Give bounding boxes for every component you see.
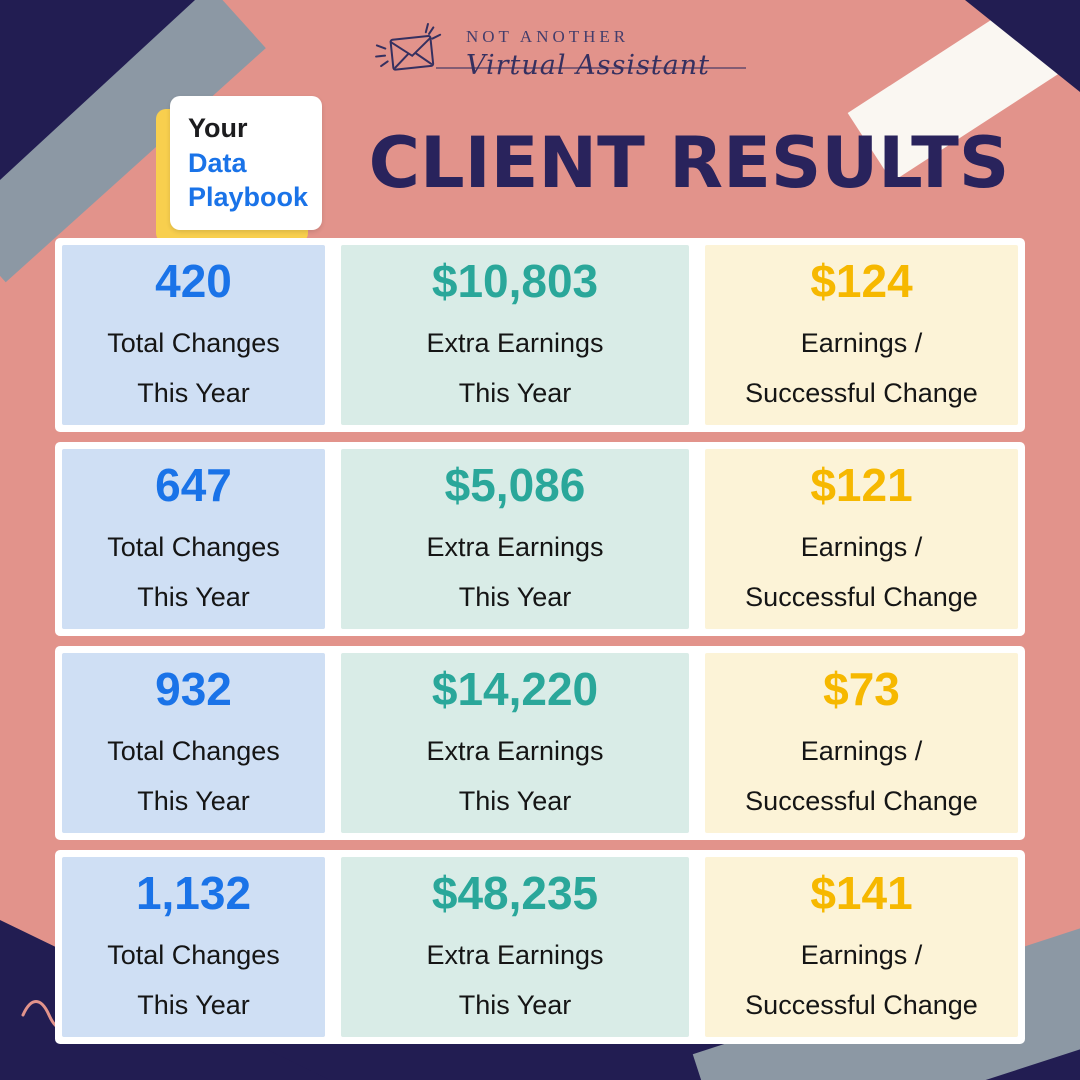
metric-label-line1: Total Changes xyxy=(107,531,280,562)
metric-card-earnings-per-change: $73 Earnings / Successful Change xyxy=(705,653,1018,833)
metric-label-line1: Earnings / xyxy=(800,939,923,970)
metric-label-line1: Earnings / xyxy=(800,735,923,766)
metric-card-extra-earnings: $10,803 Extra Earnings This Year xyxy=(341,245,689,425)
metric-label-line1: Total Changes xyxy=(107,939,280,970)
metric-value: 932 xyxy=(155,662,232,715)
metric-label-line1: Extra Earnings xyxy=(426,939,604,970)
logo-text: NOT ANOTHER Virtual Assistant xyxy=(435,27,747,81)
metric-label-line2: This Year xyxy=(458,582,572,612)
metric-card-total-changes: 420 Total Changes This Year xyxy=(62,245,325,425)
metric-label-line1: Total Changes xyxy=(107,735,280,766)
metric-label-line2: This Year xyxy=(458,990,572,1020)
metric-card-earnings-per-change: $124 Earnings / Successful Change xyxy=(705,245,1018,425)
badge-card: Your Data Playbook xyxy=(170,96,322,230)
metric-label-line2: Successful Change xyxy=(745,378,978,408)
metric-label-line2: This Year xyxy=(458,378,572,408)
metric-value: $48,235 xyxy=(431,866,599,919)
logo-name-top: NOT ANOTHER xyxy=(465,27,630,46)
metric-label-line2: This Year xyxy=(137,990,250,1020)
metric-label-line2: This Year xyxy=(137,378,250,408)
metric-label-line2: This Year xyxy=(137,786,250,816)
metric-label-line1: Extra Earnings xyxy=(426,327,604,358)
metric-value: $14,220 xyxy=(431,662,599,715)
metric-value: $73 xyxy=(823,662,900,715)
logo: NOT ANOTHER Virtual Assistant xyxy=(0,0,1080,86)
metric-card-extra-earnings: $5,086 Extra Earnings This Year xyxy=(341,449,689,629)
metric-label-line1: Extra Earnings xyxy=(426,735,604,766)
metric-value: 1,132 xyxy=(135,866,252,919)
badge-line-your: Your xyxy=(188,113,248,143)
metric-card-earnings-per-change: $141 Earnings / Successful Change xyxy=(705,857,1018,1037)
results-row-1: 420 Total Changes This Year $10,803 Extr… xyxy=(55,238,1025,432)
metric-label-line1: Total Changes xyxy=(107,327,280,358)
logo-name-script: Virtual Assistant xyxy=(435,50,747,81)
metric-card-extra-earnings: $14,220 Extra Earnings This Year xyxy=(341,653,689,833)
metric-label-line1: Earnings / xyxy=(800,327,923,358)
header: NOT ANOTHER Virtual Assistant Your Data … xyxy=(0,0,1080,243)
metric-value: $121 xyxy=(810,458,913,511)
metric-label-line2: This Year xyxy=(137,582,250,612)
metric-card-total-changes: 647 Total Changes This Year xyxy=(62,449,325,629)
metric-card-extra-earnings: $48,235 Extra Earnings This Year xyxy=(341,857,689,1037)
metric-value: 420 xyxy=(155,254,232,307)
results-row-3: 932 Total Changes This Year $14,220 Extr… xyxy=(55,646,1025,840)
metric-label-line2: Successful Change xyxy=(745,786,978,816)
metric-label-line1: Earnings / xyxy=(800,531,923,562)
metric-value: $124 xyxy=(810,254,913,307)
metric-label-line2: Successful Change xyxy=(745,582,978,612)
metric-value: $10,803 xyxy=(431,254,599,307)
metric-card-total-changes: 1,132 Total Changes This Year xyxy=(62,857,325,1037)
metric-label-line2: This Year xyxy=(458,786,572,816)
badge-line-playbook: Playbook xyxy=(188,182,309,213)
metric-value: 647 xyxy=(155,458,232,511)
metric-value: $141 xyxy=(810,866,913,919)
metric-card-earnings-per-change: $121 Earnings / Successful Change xyxy=(705,449,1018,629)
metric-label-line1: Extra Earnings xyxy=(426,531,604,562)
results-row-2: 647 Total Changes This Year $5,086 Extra… xyxy=(55,442,1025,636)
metric-card-total-changes: 932 Total Changes This Year xyxy=(62,653,325,833)
data-playbook-badge: Your Data Playbook xyxy=(156,96,322,243)
badge-line-data: Data xyxy=(188,147,247,178)
metric-value: $5,086 xyxy=(444,458,586,511)
results-table: 420 Total Changes This Year $10,803 Extr… xyxy=(55,238,1025,1044)
page-title: CLIENT RESULTS xyxy=(368,121,1010,204)
metric-label-line2: Successful Change xyxy=(745,990,978,1020)
results-row-4: 1,132 Total Changes This Year $48,235 Ex… xyxy=(55,850,1025,1044)
title-row: Your Data Playbook CLIENT RESULTS xyxy=(0,86,1080,243)
envelope-icon xyxy=(375,22,442,71)
